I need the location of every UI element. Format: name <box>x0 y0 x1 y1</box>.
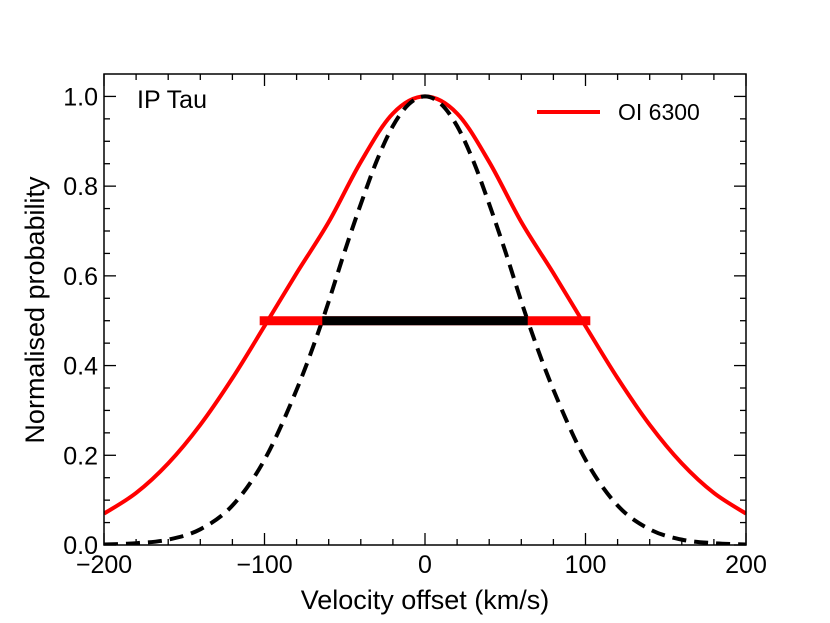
legend-label-oi-6300: OI 6300 <box>618 99 700 125</box>
legend: OI 6300 <box>537 99 700 125</box>
x-tick-label: −200 <box>76 551 132 579</box>
y-tick-label: 1.0 <box>63 83 98 111</box>
axis-ticks <box>103 74 747 546</box>
series-line-1 <box>104 94 746 545</box>
plot-area <box>104 94 746 545</box>
y-tick-label: 0.2 <box>63 442 98 470</box>
annotation-label: IP Tau <box>137 86 207 114</box>
x-tick-label: 200 <box>725 551 767 579</box>
x-tick-label: 0 <box>418 551 432 579</box>
y-axis-title: Normalised probability <box>20 176 50 444</box>
x-tick-label: 100 <box>565 551 607 579</box>
y-tick-label: 0.8 <box>63 173 98 201</box>
series-line-0 <box>104 94 746 516</box>
y-tick-label: 0.0 <box>63 532 98 560</box>
y-tick-label: 0.6 <box>63 263 98 291</box>
plot-frame <box>103 73 747 546</box>
y-tick-labels: 0.0 0.2 0.4 0.6 0.8 1.0 <box>63 83 98 560</box>
x-axis-title: Velocity offset (km/s) <box>301 585 550 615</box>
x-tick-labels: −200 −100 0 100 200 <box>76 551 767 579</box>
y-tick-label: 0.4 <box>63 353 98 381</box>
x-tick-label: −100 <box>236 551 292 579</box>
